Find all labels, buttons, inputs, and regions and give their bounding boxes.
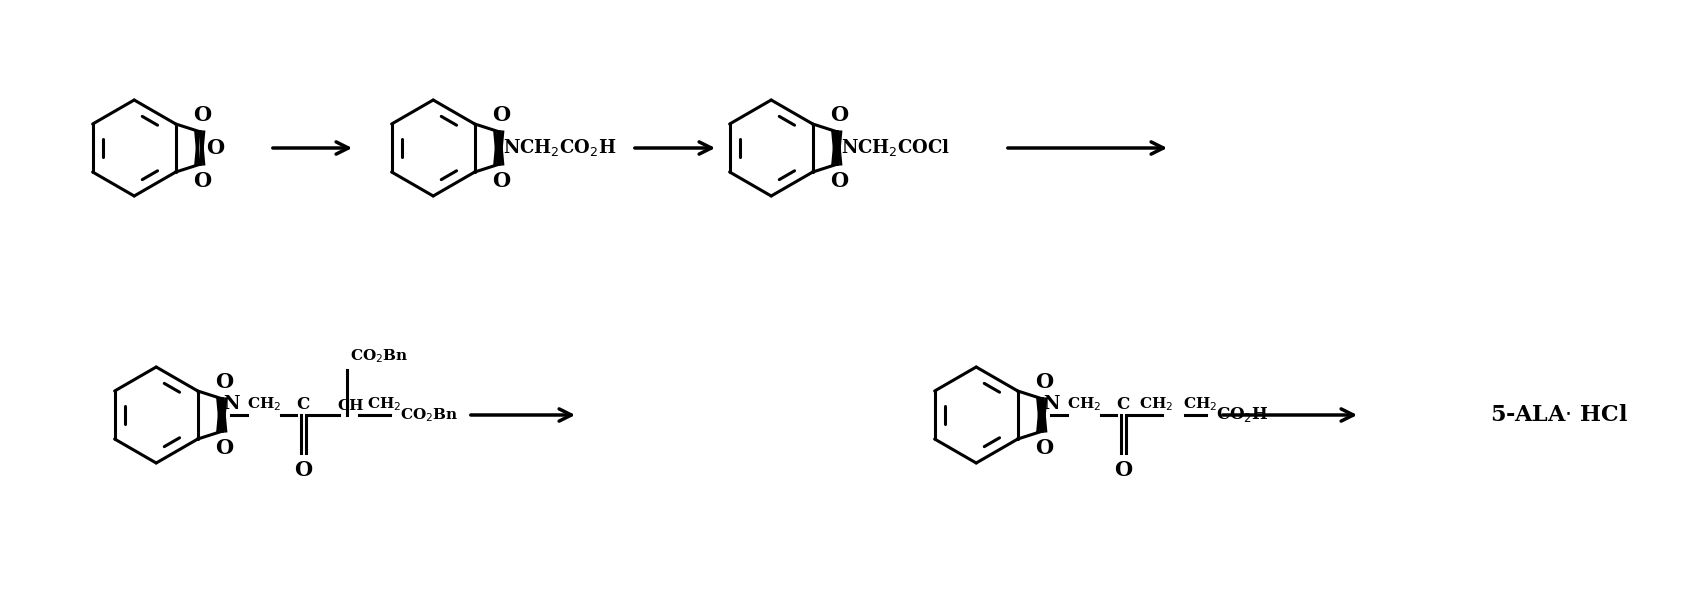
Text: O: O: [829, 171, 848, 191]
Text: CH$_2$: CH$_2$: [1139, 395, 1173, 413]
Text: CH$_2$: CH$_2$: [1183, 395, 1217, 413]
Text: O: O: [1035, 372, 1053, 392]
Text: O: O: [492, 171, 511, 191]
Text: CH$_2$: CH$_2$: [367, 395, 401, 413]
Text: O: O: [492, 105, 511, 125]
Text: C: C: [297, 396, 310, 413]
Text: O: O: [214, 438, 233, 458]
Text: NCH$_2$CO$_2$H: NCH$_2$CO$_2$H: [504, 137, 617, 158]
Text: 5-ALA$\cdot$ HCl: 5-ALA$\cdot$ HCl: [1490, 404, 1628, 426]
Text: O: O: [206, 138, 224, 158]
Text: N: N: [222, 395, 239, 413]
Text: O: O: [1114, 460, 1132, 480]
Text: NCH$_2$COCl: NCH$_2$COCl: [841, 137, 950, 158]
Text: O: O: [829, 105, 848, 125]
Text: C: C: [1115, 396, 1129, 413]
Text: O: O: [192, 105, 211, 125]
Text: CO$_2$Bn: CO$_2$Bn: [399, 406, 458, 424]
Text: CH: CH: [337, 399, 364, 413]
Text: O: O: [1035, 438, 1053, 458]
Text: CH$_2$: CH$_2$: [1067, 395, 1102, 413]
Text: N: N: [1043, 395, 1060, 413]
Text: CO$_2$Bn: CO$_2$Bn: [350, 347, 408, 365]
Text: CO$_2$H: CO$_2$H: [1217, 405, 1269, 424]
Text: CH$_2$: CH$_2$: [248, 395, 281, 413]
Text: O: O: [192, 171, 211, 191]
Text: O: O: [293, 460, 312, 480]
Text: O: O: [214, 372, 233, 392]
